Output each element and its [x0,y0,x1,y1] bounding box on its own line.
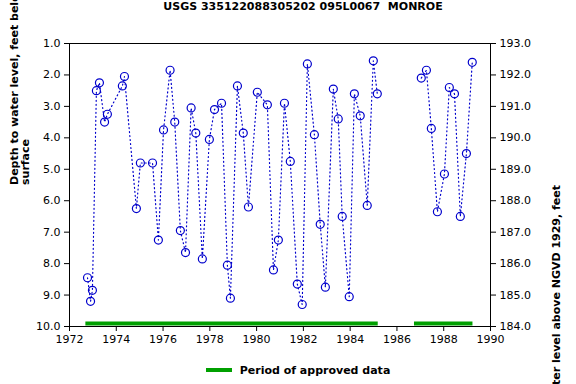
svg-text:5.0: 5.0 [43,163,61,176]
html-text:USGS 335122088305202 095L0067: USGS 335122088305202 095L0067 MONROE [163,0,443,13]
svg-text:1972: 1972 [56,333,84,346]
svg-text:193.0: 193.0 [500,37,532,50]
svg-text:192.0: 192.0 [500,68,532,81]
svg-text:190.0: 190.0 [500,131,532,144]
svg-text:1982: 1982 [289,333,317,346]
html-text:Period of approved data: Period of approved data [239,363,391,377]
svg-text:2.0: 2.0 [43,68,61,81]
svg-text:1984: 1984 [336,333,364,346]
svg-text:6.0: 6.0 [43,194,61,207]
svg-text:8.0: 8.0 [43,257,61,270]
svg-text:185.0: 185.0 [500,289,532,302]
svg-text:1980: 1980 [243,333,271,346]
svg-text:188.0: 188.0 [500,194,532,207]
svg-text:4.0: 4.0 [43,131,61,144]
svg-text:191.0: 191.0 [500,100,532,113]
svg-text:Depth to water level, feet bel: Depth to water level, feet below landsur… [8,0,32,185]
svg-text:1990: 1990 [477,333,505,346]
svg-text:189.0: 189.0 [500,163,532,176]
svg-text:1986: 1986 [383,333,411,346]
svg-text:Groundwater level above NGVD 1: Groundwater level above NGVD 1929, feet [550,185,563,384]
svg-text:1.0: 1.0 [43,37,61,50]
svg-text:1988: 1988 [430,333,458,346]
svg-text:3.0: 3.0 [43,100,61,113]
svg-text:10.0: 10.0 [36,320,61,333]
svg-text:187.0: 187.0 [500,226,532,239]
svg-text:1978: 1978 [196,333,224,346]
svg-text:1976: 1976 [149,333,177,346]
svg-text:184.0: 184.0 [500,320,532,333]
svg-text:7.0: 7.0 [43,226,61,239]
svg-text:1974: 1974 [102,333,130,346]
svg-text:9.0: 9.0 [43,289,61,302]
svg-text:186.0: 186.0 [500,257,532,270]
